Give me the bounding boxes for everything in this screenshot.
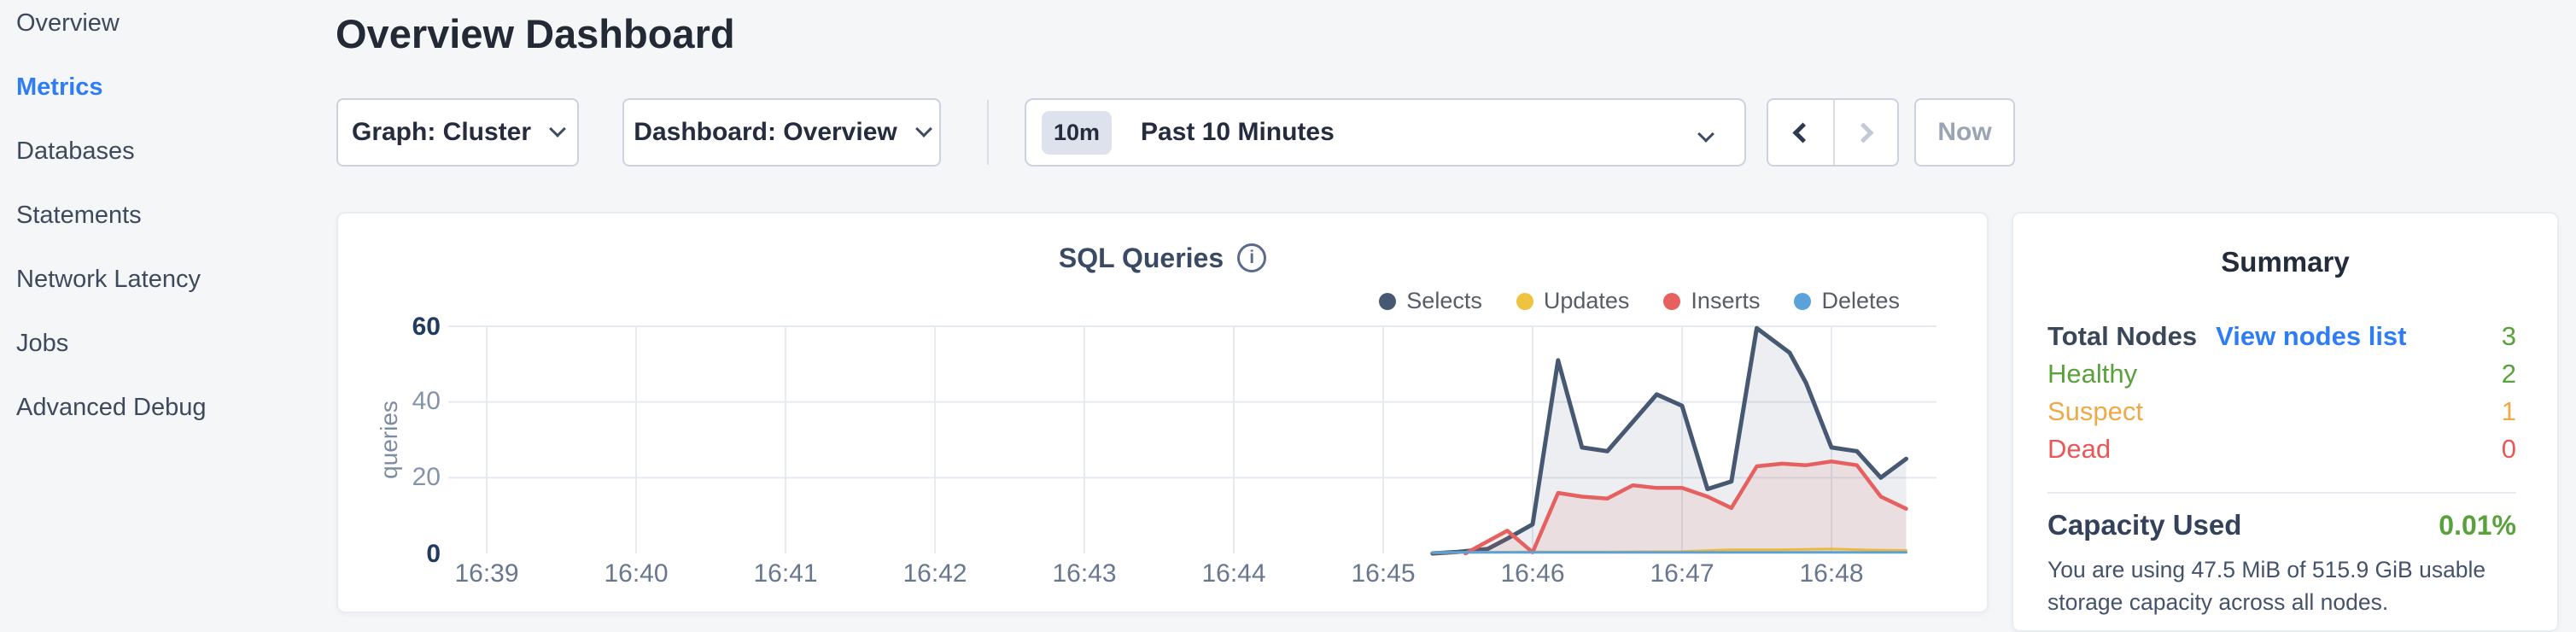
summary-panel: Summary Total Nodes View nodes list 3 He… (2012, 212, 2559, 632)
legend-item-updates[interactable]: Updates (1516, 288, 1630, 314)
suspect-label: Suspect (2047, 396, 2144, 426)
x-tick: 16:44 (1201, 559, 1266, 588)
sidebar-item-databases[interactable]: Databases (16, 138, 135, 165)
chevron-down-icon (914, 120, 932, 138)
chart-legend: Selects Updates Inserts Deletes (1379, 288, 1900, 314)
sidebar-item-network-latency[interactable]: Network Latency (16, 266, 201, 293)
legend-label: Selects (1406, 288, 1482, 313)
capacity-description: You are using 47.5 MiB of 515.9 GiB usab… (2047, 557, 2486, 615)
healthy-nodes-row: Healthy 2 (2047, 359, 2516, 396)
sidebar-item-overview[interactable]: Overview (16, 9, 120, 37)
legend-label: Deletes (1821, 288, 1900, 313)
x-tick: 16:47 (1650, 559, 1714, 588)
dashboard-label: Dashboard: Overview (634, 118, 897, 146)
total-nodes-row: Total Nodes View nodes list 3 (2047, 321, 2516, 359)
chart-title-row: SQL Queries i (336, 242, 1989, 274)
legend-label: Updates (1543, 288, 1630, 313)
selects-dot-icon (1379, 292, 1397, 310)
legend-item-selects[interactable]: Selects (1379, 288, 1482, 314)
dead-label: Dead (2047, 434, 2112, 464)
total-nodes-label: Total Nodes (2047, 321, 2198, 351)
healthy-label: Healthy (2047, 359, 2138, 389)
capacity-used-row: Capacity Used 0.01% (2047, 509, 2516, 541)
time-step-control (1767, 98, 1899, 167)
y-tick-60: 60 (412, 313, 441, 341)
y-tick-0: 0 (426, 540, 441, 568)
time-range-label: Past 10 Minutes (1141, 118, 1335, 146)
sidebar-item-metrics[interactable]: Metrics (16, 73, 103, 101)
sidebar-item-jobs[interactable]: Jobs (16, 330, 69, 357)
chevron-down-icon (1697, 126, 1714, 143)
capacity-used-label: Capacity Used (2047, 509, 2242, 541)
time-range-badge: 10m (1042, 110, 1113, 155)
y-axis-title: queries (376, 401, 402, 479)
updates-dot-icon (1516, 292, 1533, 310)
controls-divider (987, 100, 989, 165)
summary-title: Summary (2221, 246, 2350, 278)
legend-item-inserts[interactable]: Inserts (1663, 288, 1760, 314)
y-tick-40: 40 (412, 387, 441, 415)
x-tick: 16:40 (604, 559, 669, 588)
chart-title: SQL Queries (1058, 242, 1224, 273)
healthy-value: 2 (2501, 359, 2516, 389)
chevron-right-icon (1853, 121, 1874, 143)
total-nodes-value: 3 (2501, 321, 2516, 351)
view-nodes-list-link[interactable]: View nodes list (2216, 321, 2407, 351)
graph-scope-label: Graph: Cluster (351, 118, 532, 146)
x-tick: 16:42 (902, 559, 967, 588)
legend-item-deletes[interactable]: Deletes (1794, 288, 1900, 314)
now-button[interactable]: Now (1914, 98, 2015, 167)
summary-divider (2047, 492, 2516, 494)
x-tick: 16:39 (454, 559, 519, 588)
info-icon[interactable]: i (1237, 243, 1267, 272)
x-tick: 16:46 (1500, 559, 1565, 588)
deletes-dot-icon (1794, 292, 1812, 310)
sidebar-item-statements[interactable]: Statements (16, 202, 142, 229)
suspect-nodes-row: Suspect 1 (2047, 396, 2516, 434)
step-back-button[interactable] (1768, 100, 1833, 165)
graph-scope-dropdown[interactable]: Graph: Cluster (336, 98, 579, 167)
sidebar-item-advanced-debug[interactable]: Advanced Debug (16, 394, 207, 421)
dead-value: 0 (2501, 434, 2516, 464)
legend-label: Inserts (1691, 288, 1761, 313)
x-tick: 16:41 (753, 559, 818, 588)
step-forward-button[interactable] (1832, 100, 1898, 165)
chevron-left-icon (1792, 121, 1814, 143)
x-tick: 16:43 (1052, 559, 1117, 588)
chevron-down-icon (549, 120, 566, 138)
inserts-dot-icon (1663, 292, 1681, 310)
time-range-dropdown[interactable]: 10m Past 10 Minutes (1025, 98, 1746, 167)
suspect-value: 1 (2501, 396, 2516, 426)
y-tick-20: 20 (412, 463, 441, 491)
sidebar: Overview Metrics Databases Statements Ne… (0, 0, 329, 623)
sidebar-nav-list: Overview Metrics Databases Statements Ne… (16, 9, 207, 457)
page-title: Overview Dashboard (336, 11, 735, 56)
capacity-used-value: 0.01% (2439, 510, 2516, 541)
x-tick: 16:48 (1799, 559, 1864, 588)
x-tick: 16:45 (1351, 559, 1416, 588)
dead-nodes-row: Dead 0 (2047, 434, 2516, 471)
summary-rows: Total Nodes View nodes list 3 Healthy 2 … (2047, 321, 2516, 471)
dashboard-dropdown[interactable]: Dashboard: Overview (622, 98, 941, 167)
